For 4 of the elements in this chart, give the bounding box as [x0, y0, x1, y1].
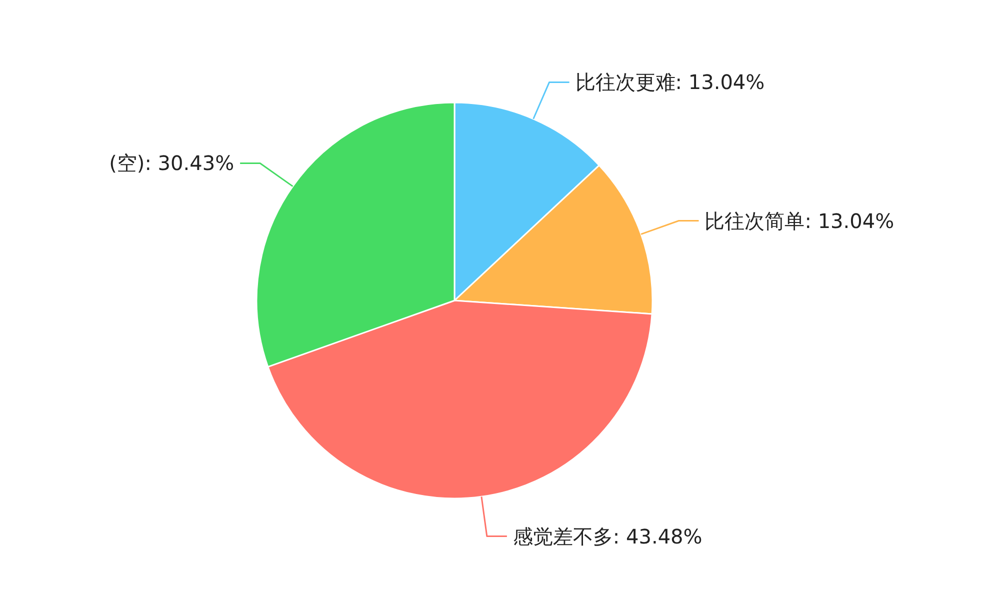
slice-label: 比往次简单: 13.04% — [704, 208, 894, 233]
slice-label: 感觉差不多: 43.48% — [512, 524, 702, 548]
slice-label: 比往次更难: 13.04% — [575, 70, 765, 94]
slice-label: (空): 30.43% — [109, 151, 234, 176]
